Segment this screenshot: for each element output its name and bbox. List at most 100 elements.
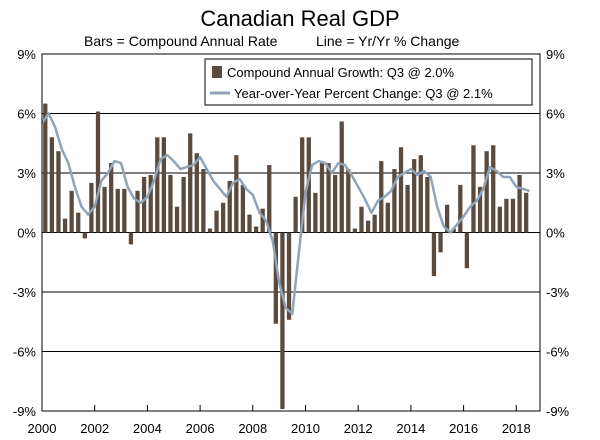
gdp-bar xyxy=(148,174,153,233)
gdp-bar xyxy=(201,169,206,233)
y-tick-label-right: 0% xyxy=(546,226,565,241)
legend-line-label: Year-over-Year Percent Change: Q3 @ 2.1% xyxy=(234,86,493,101)
gdp-bar xyxy=(451,228,456,233)
gdp-bar xyxy=(425,176,430,233)
legend-box xyxy=(204,58,533,106)
gdp-bar xyxy=(484,151,489,233)
gdp-bar xyxy=(56,151,61,233)
gdp-bar xyxy=(385,202,390,233)
gdp-bar xyxy=(313,192,318,233)
gdp-bar xyxy=(300,137,305,233)
gdp-bar xyxy=(471,145,476,233)
x-tick-label: 2014 xyxy=(396,421,425,436)
y-tick-label-left: 0% xyxy=(17,226,36,241)
gdp-bar xyxy=(431,232,437,277)
gdp-bar xyxy=(214,210,219,233)
gdp-bar xyxy=(194,153,199,233)
y-tick-label-left: -9% xyxy=(13,404,37,419)
y-tick-label-right: -3% xyxy=(546,285,570,300)
line-layer xyxy=(40,112,530,316)
gdp-bar xyxy=(240,184,246,233)
gdp-bar xyxy=(253,226,259,233)
gdp-bar xyxy=(161,137,167,233)
gdp-bar xyxy=(135,190,140,233)
gdp-bar xyxy=(286,232,292,320)
legend: Compound Annual Growth: Q3 @ 2.0% Year-o… xyxy=(204,58,533,106)
gdp-bar xyxy=(115,188,120,233)
x-tick-label: 2008 xyxy=(238,421,267,436)
bars-layer xyxy=(43,103,529,410)
axis-layer: 9% 9% 6% 6% 3% 3% 0% 0% -3% -3% -6% -6% -9% -9% 2000 20… xyxy=(13,47,570,436)
gdp-bar xyxy=(69,190,74,233)
gdp-bar xyxy=(128,232,134,245)
gdp-bar xyxy=(444,204,450,233)
y-tick-label-right: 9% xyxy=(546,47,565,62)
gdp-bar xyxy=(122,188,127,233)
y-tick-label-left: -6% xyxy=(13,345,37,360)
x-tick-label: 2004 xyxy=(133,421,162,436)
gdp-bar xyxy=(524,192,529,233)
gdp-bar xyxy=(326,163,331,233)
gdp-bar xyxy=(207,228,213,233)
chart-subtitle-left: Bars = Compound Annual Rate xyxy=(84,33,278,49)
gdp-bar xyxy=(491,145,496,233)
legend-bar-swatch xyxy=(212,66,222,78)
gdp-bar xyxy=(504,198,509,233)
gdp-bar xyxy=(62,218,68,233)
y-tick-label-left: 3% xyxy=(17,166,36,181)
x-tick-label: 2016 xyxy=(449,421,478,436)
gdp-bar xyxy=(510,198,516,233)
gdp-bar xyxy=(306,137,311,233)
gdp-bar xyxy=(339,121,344,233)
plot-frame xyxy=(41,53,541,412)
gdp-bar xyxy=(405,184,410,233)
gdp-bar xyxy=(95,111,101,233)
x-tick-label: 2018 xyxy=(502,421,531,436)
gdp-bar xyxy=(227,180,232,233)
x-tick-label: 2010 xyxy=(291,421,320,436)
gdp-bar xyxy=(174,206,180,233)
gdp-bar xyxy=(332,174,338,233)
gdp-bar xyxy=(319,163,325,233)
gdp-bar xyxy=(458,184,463,233)
gdp-bar xyxy=(398,147,404,233)
gdp-bar xyxy=(412,159,417,233)
gdp-bar xyxy=(89,182,94,233)
y-tick-label-right: 3% xyxy=(546,166,565,181)
gdp-bar xyxy=(168,174,173,233)
y-tick-label-left: 6% xyxy=(17,107,36,122)
gdp-bar xyxy=(346,169,351,233)
gdp-bar xyxy=(477,186,483,233)
x-tick-label: 2000 xyxy=(28,421,57,436)
gdp-bar xyxy=(76,212,81,233)
gdp-bar xyxy=(234,155,239,233)
gdp-bar xyxy=(517,174,522,233)
gdp-bar xyxy=(181,176,186,233)
y-tick-label-left: -3% xyxy=(13,285,37,300)
gdp-bar xyxy=(267,165,272,233)
chart-title: Canadian Real GDP xyxy=(200,6,399,31)
gdp-bar xyxy=(438,232,443,253)
yoy-line xyxy=(40,112,530,316)
gdp-bar xyxy=(280,232,285,410)
gdp-bar xyxy=(188,133,193,233)
gdp-bar xyxy=(379,161,384,233)
gdp-bar xyxy=(392,169,397,233)
legend-bar-label: Compound Annual Growth: Q3 @ 2.0% xyxy=(227,65,455,80)
y-tick-label-right: -9% xyxy=(546,404,570,419)
gdp-bar xyxy=(102,186,107,233)
y-tick-label-right: -6% xyxy=(546,345,570,360)
gdp-bar xyxy=(43,103,48,233)
gdp-bar xyxy=(109,163,114,233)
gdp-bar xyxy=(49,137,55,233)
gdp-bar xyxy=(464,232,470,269)
gdp-bar xyxy=(365,220,371,233)
gdp-bar xyxy=(418,155,423,233)
gdp-bar xyxy=(273,232,278,324)
gdp-bar xyxy=(247,214,252,233)
gdp-bar xyxy=(141,176,147,233)
x-tick-label: 2002 xyxy=(80,421,109,436)
gdp-bar xyxy=(372,214,377,233)
